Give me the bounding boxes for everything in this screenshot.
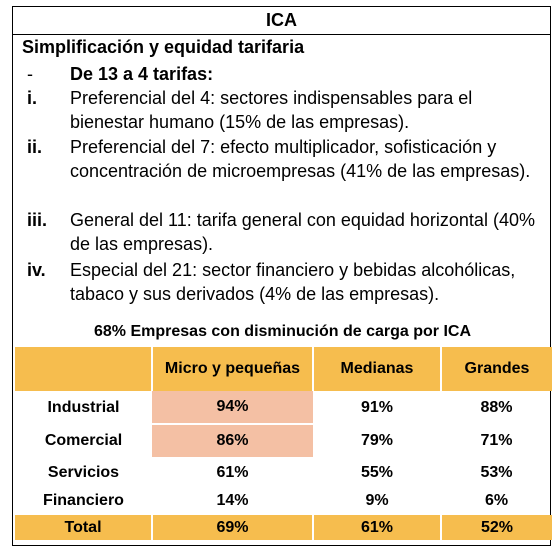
table-cell: 94%	[152, 391, 313, 425]
list-item: Especial del 21: sector financiero y beb…	[70, 260, 516, 304]
row-label: Servicios	[47, 463, 120, 481]
table-cell: 53%	[480, 463, 513, 481]
table-row: Financiero 14% 9% 6%	[15, 487, 552, 515]
row-label: Industrial	[47, 398, 120, 416]
panel-title: ICA	[13, 7, 550, 35]
item-marker: iii.	[27, 210, 48, 230]
total-cell: 69%	[151, 515, 313, 540]
table-total-row: Total 69% 61% 52%	[15, 515, 552, 540]
table-caption: 68% Empresas con disminución de carga po…	[94, 323, 471, 340]
ica-table: Micro y pequeñas Medianas Grandes Indust…	[15, 347, 552, 540]
table-cell: 91%	[360, 398, 394, 416]
table-row: Comercial 86% 79% 71%	[15, 424, 552, 459]
table-cell: 61%	[216, 464, 249, 481]
header-cell: Medianas	[312, 347, 441, 391]
list-item: Preferencial del 4: sectores indispensab…	[70, 88, 473, 132]
total-cell: 52%	[440, 515, 552, 540]
table-header-row: Micro y pequeñas Medianas Grandes	[15, 347, 552, 391]
table-row: Industrial 94% 91% 88%	[15, 391, 552, 425]
total-label: Total	[15, 515, 152, 540]
list-item: Preferencial del 7: efecto multiplicador…	[70, 137, 531, 181]
table-cell: 79%	[360, 432, 394, 449]
item-marker: i.	[27, 88, 38, 108]
table-cell: 6%	[484, 492, 509, 509]
table-cell: 9%	[365, 492, 389, 509]
table-cell: 88%	[480, 398, 513, 416]
table-cell: 71%	[480, 432, 513, 449]
header-cell: Grandes	[440, 347, 552, 391]
total-cell: 61%	[312, 515, 441, 540]
row-label: Financiero	[43, 492, 124, 509]
ica-panel: ICA Simplificación y equidad tarifaria -…	[12, 6, 552, 546]
table-cell: 14%	[216, 492, 249, 509]
table-cell: 55%	[360, 463, 394, 481]
item-marker: ii.	[27, 137, 43, 157]
header-cell	[15, 347, 152, 391]
list-item: General del 11: tarifa general con equid…	[70, 210, 535, 254]
row-label: Comercial	[44, 432, 123, 449]
header-cell: Micro y pequeñas	[151, 347, 313, 391]
section-title: Simplificación y equidad tarifaria	[22, 37, 305, 57]
item-marker: iv.	[27, 260, 46, 280]
intro-marker: -	[27, 64, 33, 84]
table-cell: 86%	[152, 424, 313, 459]
intro-text: De 13 a 4 tarifas:	[70, 64, 214, 84]
table-row: Servicios 61% 55% 53%	[15, 458, 552, 487]
